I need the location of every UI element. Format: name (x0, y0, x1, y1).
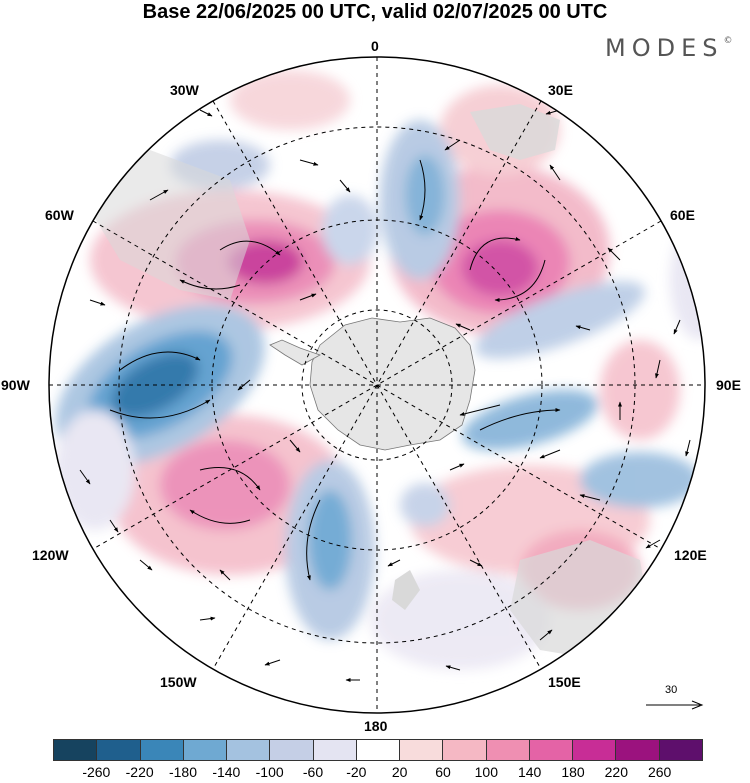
color-swatch (270, 740, 314, 760)
colorbar-tick-label: -140 (212, 764, 241, 780)
colorbar-tick-label: 60 (435, 764, 451, 780)
lon-label-150e: 150E (548, 674, 581, 690)
lon-label-90e: 90E (716, 377, 741, 393)
color-swatch (54, 740, 98, 760)
color-swatch (443, 740, 487, 760)
color-swatch (659, 740, 702, 760)
color-legend-bar (53, 739, 703, 761)
lon-label-0: 0 (371, 38, 379, 54)
colorbar-tick-label: -20 (346, 764, 367, 780)
colorbar-tick-label: -100 (255, 764, 284, 780)
colorbar-tick-label: -60 (302, 764, 324, 780)
color-swatch (573, 740, 617, 760)
wind-vectors (79, 109, 691, 682)
africa (470, 104, 560, 160)
color-swatch (400, 740, 444, 760)
graticule (49, 57, 705, 713)
lon-label-120e: 120E (674, 547, 707, 563)
reference-vector-arrow (646, 700, 704, 710)
lon-label-120w: 120W (32, 547, 69, 563)
color-swatch (227, 740, 271, 760)
colorbar-tick-label: 260 (647, 764, 672, 780)
color-swatch (529, 740, 574, 760)
colorbar-tick-label: 220 (604, 764, 629, 780)
lon-label-150w: 150W (160, 674, 197, 690)
color-legend-ticks: -260 -220 -180 -140 -100 -60 -20 20 60 100 140 180 2… (0, 764, 750, 782)
color-swatch (356, 740, 401, 760)
lon-label-60w: 60W (45, 207, 74, 223)
colorbar-tick-label: 180 (561, 764, 585, 780)
lon-label-30w: 30W (170, 82, 199, 98)
color-swatch (183, 740, 228, 760)
lon-label-30e: 30E (548, 82, 573, 98)
south-america (90, 150, 250, 300)
antarctica (309, 317, 476, 451)
modes-logo: MODES© (605, 34, 733, 62)
map-title: Base 22/06/2025 00 UTC, valid 02/07/2025… (142, 1, 608, 23)
colorbar-tick-label: 100 (474, 764, 499, 780)
new-zealand (392, 570, 420, 610)
lon-label-60e: 60E (670, 207, 695, 223)
reference-vector-value: 30 (665, 684, 678, 696)
colorbar-tick-label: -220 (125, 764, 154, 780)
color-swatch (486, 740, 530, 760)
color-swatch (140, 740, 184, 760)
colorbar-tick-label: 20 (391, 764, 408, 780)
lon-label-90w: 90W (1, 377, 30, 393)
colorbar-tick-label: -260 (82, 764, 111, 780)
lon-label-180: 180 (364, 718, 388, 734)
color-swatch (313, 740, 357, 760)
antarctic-peninsula (269, 339, 321, 366)
color-swatch (97, 740, 141, 760)
colorbar-tick-label: -180 (168, 764, 198, 780)
colorbar-tick-label: 140 (517, 764, 542, 780)
color-swatch (616, 740, 660, 760)
